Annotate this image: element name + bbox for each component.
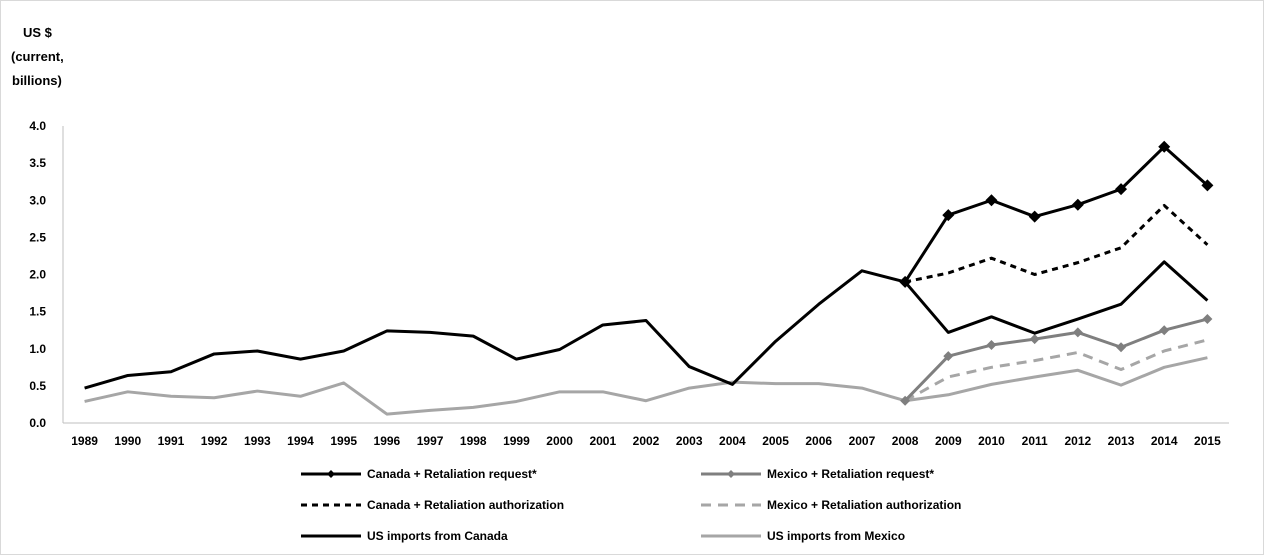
legend-label: Mexico + Retaliation authorization: [767, 498, 961, 512]
data-point-marker: [1072, 327, 1083, 338]
y-axis-title: US $ (current, billions): [11, 25, 64, 88]
legend-label: Canada + Retaliation request*: [367, 467, 537, 481]
data-point-marker: [942, 209, 955, 222]
x-tick-label: 2009: [935, 434, 962, 448]
legend: Canada + Retaliation request* Mexico + Re…: [301, 467, 961, 543]
data-point-marker: [1029, 334, 1040, 345]
data-point-marker: [1115, 183, 1128, 196]
y-tick-label: 3.0: [29, 193, 46, 207]
y-tick-label: 0.5: [29, 379, 46, 393]
y-tick-label: 1.5: [29, 305, 46, 319]
x-tick-label: 2004: [719, 434, 746, 448]
y-tick-label: 1.0: [29, 342, 46, 356]
x-tick-label: 2007: [849, 434, 876, 448]
y-tick-label: 4.0: [29, 119, 46, 133]
data-point-marker: [943, 351, 954, 362]
legend-marker: [327, 470, 335, 478]
x-tick-label: 1990: [114, 434, 141, 448]
x-tick-label: 2013: [1108, 434, 1135, 448]
x-tick-label: 2008: [892, 434, 919, 448]
y-tick-label: 2.0: [29, 268, 46, 282]
x-tick-label: 2002: [633, 434, 660, 448]
x-tick-labels: 1989 1990 1991 1992 1993 1994 1995 1996 1997 1998…: [71, 434, 1221, 448]
x-tick-label: 2014: [1151, 434, 1178, 448]
x-tick-label: 2005: [762, 434, 789, 448]
x-tick-label: 2011: [1022, 434, 1048, 448]
data-point-marker: [1158, 140, 1171, 153]
x-tick-label: 1995: [330, 434, 357, 448]
data-point-marker: [1028, 210, 1041, 223]
series-line: [904, 203, 1209, 284]
x-tick-label: 1999: [503, 434, 530, 448]
legend-label: Mexico + Retaliation request*: [767, 467, 934, 481]
data-point-marker: [899, 275, 912, 288]
data-point-marker: [1201, 179, 1214, 192]
axes: [62, 126, 1229, 424]
series-group: [84, 140, 1214, 416]
legend-label: Canada + Retaliation authorization: [367, 498, 564, 512]
data-point-marker: [1116, 342, 1127, 353]
x-tick-label: 2001: [589, 434, 616, 448]
x-tick-label: 1997: [417, 434, 444, 448]
x-tick-label: 2012: [1065, 434, 1092, 448]
data-point-marker: [986, 340, 997, 351]
data-point-marker: [985, 194, 998, 207]
x-tick-label: 1993: [244, 434, 271, 448]
x-tick-label: 2003: [676, 434, 703, 448]
data-point-marker: [900, 395, 911, 406]
series-line: [904, 338, 1208, 403]
data-point-marker: [1202, 314, 1213, 325]
series-line: [84, 260, 1209, 390]
x-tick-label: 1991: [158, 434, 185, 448]
data-point-marker: [1071, 198, 1084, 211]
series-line: [84, 356, 1208, 416]
series-line: [903, 145, 1209, 283]
data-point-marker: [1159, 325, 1170, 336]
x-tick-label: 1989: [71, 434, 98, 448]
x-tick-label: 1998: [460, 434, 487, 448]
y-tick-labels: 0.0 0.5 1.0 1.5 2.0 2.5 3.0 3.5 4.0: [29, 119, 46, 430]
x-tick-label: 2010: [978, 434, 1005, 448]
x-tick-label: 2015: [1194, 434, 1221, 448]
series-line: [904, 317, 1208, 402]
y-axis-title-line: billions): [12, 73, 62, 88]
x-tick-label: 2006: [805, 434, 832, 448]
x-tick-label: 1996: [374, 434, 401, 448]
y-axis-title-line: (current,: [11, 49, 64, 64]
y-tick-label: 0.0: [29, 416, 46, 430]
x-tick-label: 1992: [201, 434, 228, 448]
x-tick-label: 1994: [287, 434, 314, 448]
y-tick-label: 2.5: [29, 230, 46, 244]
y-tick-label: 3.5: [29, 156, 46, 170]
legend-marker: [727, 470, 735, 478]
legend-label: US imports from Canada: [367, 529, 508, 543]
x-tick-label: 2000: [546, 434, 573, 448]
legend-label: US imports from Mexico: [767, 529, 905, 543]
y-axis-title-line: US $: [23, 25, 53, 40]
